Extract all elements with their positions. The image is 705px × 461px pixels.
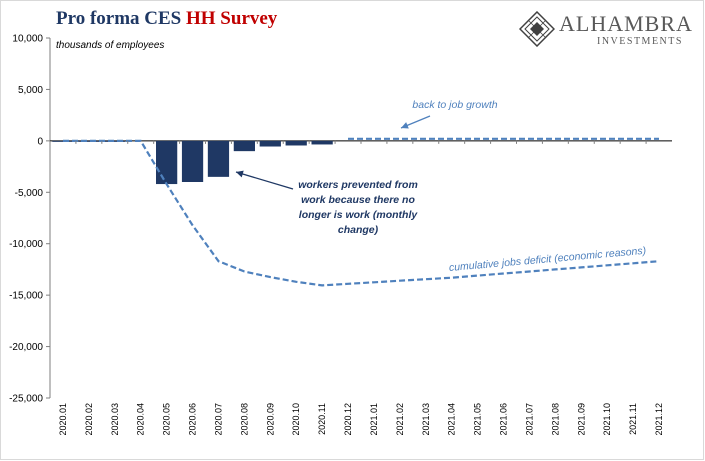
x-tick-label: 2021.01 (369, 403, 379, 436)
y-tick-label: -15,000 (9, 291, 43, 302)
monthly-change-bar (52, 140, 74, 142)
workers-annotation: workers prevented from work because ther… (298, 179, 418, 236)
y-tick-label: -25,000 (9, 394, 43, 405)
x-tick-label: 2020.12 (343, 403, 353, 436)
monthly-change-bar (207, 140, 230, 177)
chart-title: Pro forma CES HH Survey (56, 8, 277, 30)
x-tick-label: 2021.09 (576, 403, 586, 436)
y-tick-label: 5,000 (18, 85, 43, 96)
x-tick-label: 2020.04 (136, 403, 146, 436)
growth-annotation: back to job growth (412, 99, 498, 111)
x-tick-label: 2021.06 (499, 403, 509, 436)
workers-arrow (235, 170, 294, 190)
x-tick-label: 2020.06 (188, 403, 198, 436)
x-tick-label: 2021.12 (654, 403, 664, 436)
x-tick-label: 2020.07 (213, 403, 223, 436)
monthly-change-bar (155, 140, 178, 185)
x-tick-label: 2021.07 (524, 403, 534, 436)
monthly-change-bar (233, 140, 256, 152)
x-tick-label: 2020.02 (84, 403, 94, 436)
x-tick-label: 2020.08 (239, 403, 249, 436)
x-tick-label: 2021.05 (473, 403, 483, 436)
units-label: thousands of employees (56, 40, 165, 51)
title-main: Pro forma CES (56, 8, 186, 29)
monthly-change-bar (259, 140, 281, 147)
x-tick-label: 2020.05 (162, 403, 172, 436)
x-tick-label: 2021.10 (602, 403, 612, 436)
x-tick-label: 2020.01 (58, 403, 68, 436)
alhambra-logo: ALHAMBRA INVESTMENTS (519, 10, 699, 50)
x-tick-label: 2021.03 (421, 403, 431, 436)
growth-arrow (400, 115, 431, 129)
x-tick-label: 2021.11 (628, 403, 638, 435)
monthly-change-bar (311, 140, 333, 145)
cumulative-deficit-line (63, 139, 660, 287)
x-tick-label: 2021.02 (395, 403, 405, 436)
x-tick-label: 2021.04 (447, 403, 457, 436)
logo-name: ALHAMBRA (559, 11, 693, 36)
y-tick-label: -20,000 (9, 342, 43, 353)
monthly-change-bar (181, 140, 204, 182)
x-tick-label: 2020.11 (317, 403, 327, 435)
title-highlight: HH Survey (186, 8, 278, 29)
y-tick-label: 10,000 (12, 34, 43, 45)
y-tick-label: 0 (37, 136, 43, 147)
monthly-change-bar (104, 140, 126, 142)
y-tick-label: -5,000 (15, 188, 44, 199)
x-tick-label: 2021.08 (550, 403, 560, 436)
monthly-change-bar (285, 140, 307, 146)
logo-subtitle: INVESTMENTS (597, 36, 683, 47)
monthly-change-bar (78, 140, 100, 142)
y-tick-label: -10,000 (9, 239, 43, 250)
diamond-logo-icon (519, 11, 555, 47)
x-tick-label: 2020.03 (110, 403, 120, 436)
x-tick-label: 2020.09 (265, 403, 275, 436)
x-tick-label: 2020.10 (291, 403, 301, 436)
